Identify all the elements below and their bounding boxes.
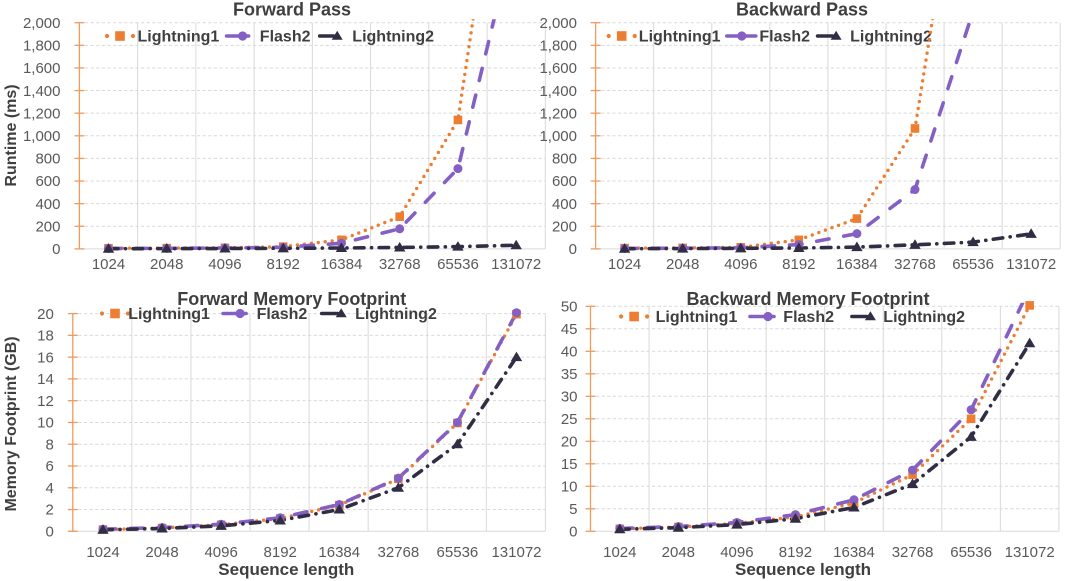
- svg-text:Forward Pass: Forward Pass: [233, 0, 351, 20]
- svg-text:200: 200: [552, 218, 577, 235]
- svg-text:4096: 4096: [204, 544, 237, 561]
- svg-text:131072: 131072: [491, 544, 541, 561]
- svg-text:1,200: 1,200: [23, 105, 61, 122]
- svg-text:Sequence length: Sequence length: [735, 560, 871, 579]
- svg-text:Flash2: Flash2: [783, 309, 834, 326]
- svg-text:8192: 8192: [264, 544, 297, 561]
- svg-text:4096: 4096: [724, 256, 757, 273]
- svg-text:10: 10: [37, 415, 54, 432]
- svg-text:2048: 2048: [150, 256, 183, 273]
- svg-text:14: 14: [37, 371, 54, 388]
- svg-text:1,000: 1,000: [23, 128, 61, 145]
- svg-text:8192: 8192: [267, 256, 300, 273]
- svg-text:200: 200: [35, 218, 60, 235]
- svg-text:600: 600: [35, 173, 60, 190]
- svg-text:0: 0: [569, 524, 577, 541]
- svg-text:20: 20: [37, 306, 54, 323]
- svg-text:8192: 8192: [782, 256, 815, 273]
- svg-text:Flash2: Flash2: [759, 29, 810, 46]
- svg-text:0: 0: [569, 241, 577, 258]
- svg-text:30: 30: [561, 389, 578, 406]
- svg-text:65536: 65536: [437, 256, 479, 273]
- svg-text:16384: 16384: [321, 256, 363, 273]
- svg-text:2048: 2048: [145, 544, 178, 561]
- svg-text:Flash2: Flash2: [257, 306, 308, 323]
- svg-text:2048: 2048: [662, 544, 695, 561]
- svg-text:18: 18: [37, 328, 54, 345]
- svg-text:5: 5: [569, 501, 577, 518]
- svg-text:2: 2: [45, 502, 53, 519]
- svg-text:65536: 65536: [437, 544, 479, 561]
- svg-text:25: 25: [561, 411, 578, 428]
- svg-text:4096: 4096: [208, 256, 241, 273]
- svg-text:35: 35: [561, 366, 578, 383]
- svg-text:Memory Footprint (GB): Memory Footprint (GB): [3, 336, 20, 511]
- svg-text:1,600: 1,600: [539, 60, 577, 77]
- svg-text:1024: 1024: [603, 544, 636, 561]
- svg-text:1,800: 1,800: [539, 38, 577, 55]
- svg-text:1,800: 1,800: [23, 38, 61, 55]
- svg-text:Runtime (ms): Runtime (ms): [3, 84, 20, 186]
- svg-text:Lightning2: Lightning2: [883, 309, 965, 326]
- svg-text:8192: 8192: [779, 544, 812, 561]
- svg-text:1,600: 1,600: [23, 60, 61, 77]
- svg-text:131072: 131072: [1005, 544, 1055, 561]
- svg-text:6: 6: [45, 458, 53, 475]
- svg-text:Backward Pass: Backward Pass: [736, 0, 868, 20]
- svg-text:600: 600: [552, 173, 577, 190]
- svg-text:65536: 65536: [950, 544, 992, 561]
- svg-text:16384: 16384: [836, 256, 878, 273]
- svg-text:Lightning2: Lightning2: [355, 306, 437, 323]
- svg-text:2,000: 2,000: [23, 15, 61, 32]
- svg-text:Lightning1: Lightning1: [138, 29, 220, 46]
- svg-text:16384: 16384: [833, 544, 875, 561]
- svg-text:400: 400: [552, 196, 577, 213]
- svg-text:1,400: 1,400: [23, 83, 61, 100]
- svg-text:10: 10: [561, 479, 578, 496]
- svg-text:45: 45: [561, 321, 578, 338]
- svg-text:15: 15: [561, 456, 578, 473]
- svg-text:4: 4: [45, 480, 53, 497]
- svg-text:1024: 1024: [608, 256, 641, 273]
- svg-text:0: 0: [52, 241, 60, 258]
- svg-text:Lightning1: Lightning1: [128, 306, 210, 323]
- svg-text:32768: 32768: [894, 256, 936, 273]
- svg-text:16: 16: [37, 349, 54, 366]
- svg-text:Sequence length: Sequence length: [218, 560, 354, 579]
- svg-text:1024: 1024: [92, 256, 125, 273]
- svg-text:2,000: 2,000: [539, 15, 577, 32]
- svg-text:32768: 32768: [377, 544, 419, 561]
- svg-text:65536: 65536: [952, 256, 994, 273]
- svg-text:Lightning2: Lightning2: [850, 29, 932, 46]
- svg-text:12: 12: [37, 393, 54, 410]
- svg-text:20: 20: [561, 434, 578, 451]
- svg-text:1,200: 1,200: [539, 105, 577, 122]
- svg-text:Flash2: Flash2: [260, 29, 311, 46]
- svg-text:40: 40: [561, 344, 578, 361]
- svg-text:800: 800: [35, 151, 60, 168]
- svg-text:400: 400: [35, 196, 60, 213]
- svg-text:1,400: 1,400: [539, 83, 577, 100]
- svg-text:Lightning1: Lightning1: [656, 309, 738, 326]
- svg-text:32768: 32768: [379, 256, 421, 273]
- svg-text:131072: 131072: [1006, 256, 1056, 273]
- svg-text:0: 0: [45, 524, 53, 541]
- svg-text:32768: 32768: [892, 544, 934, 561]
- svg-text:4096: 4096: [720, 544, 753, 561]
- svg-text:131072: 131072: [491, 256, 541, 273]
- svg-text:8: 8: [45, 436, 53, 453]
- svg-text:Lightning2: Lightning2: [352, 29, 434, 46]
- svg-text:16384: 16384: [318, 544, 360, 561]
- svg-text:Backward Memory Footprint: Backward Memory Footprint: [686, 289, 929, 309]
- svg-text:800: 800: [552, 151, 577, 168]
- svg-text:Forward Memory Footprint: Forward Memory Footprint: [177, 289, 406, 309]
- svg-text:1024: 1024: [86, 544, 119, 561]
- svg-text:50: 50: [561, 299, 578, 316]
- svg-text:1,000: 1,000: [539, 128, 577, 145]
- svg-text:2048: 2048: [666, 256, 699, 273]
- svg-text:Lightning1: Lightning1: [639, 29, 721, 46]
